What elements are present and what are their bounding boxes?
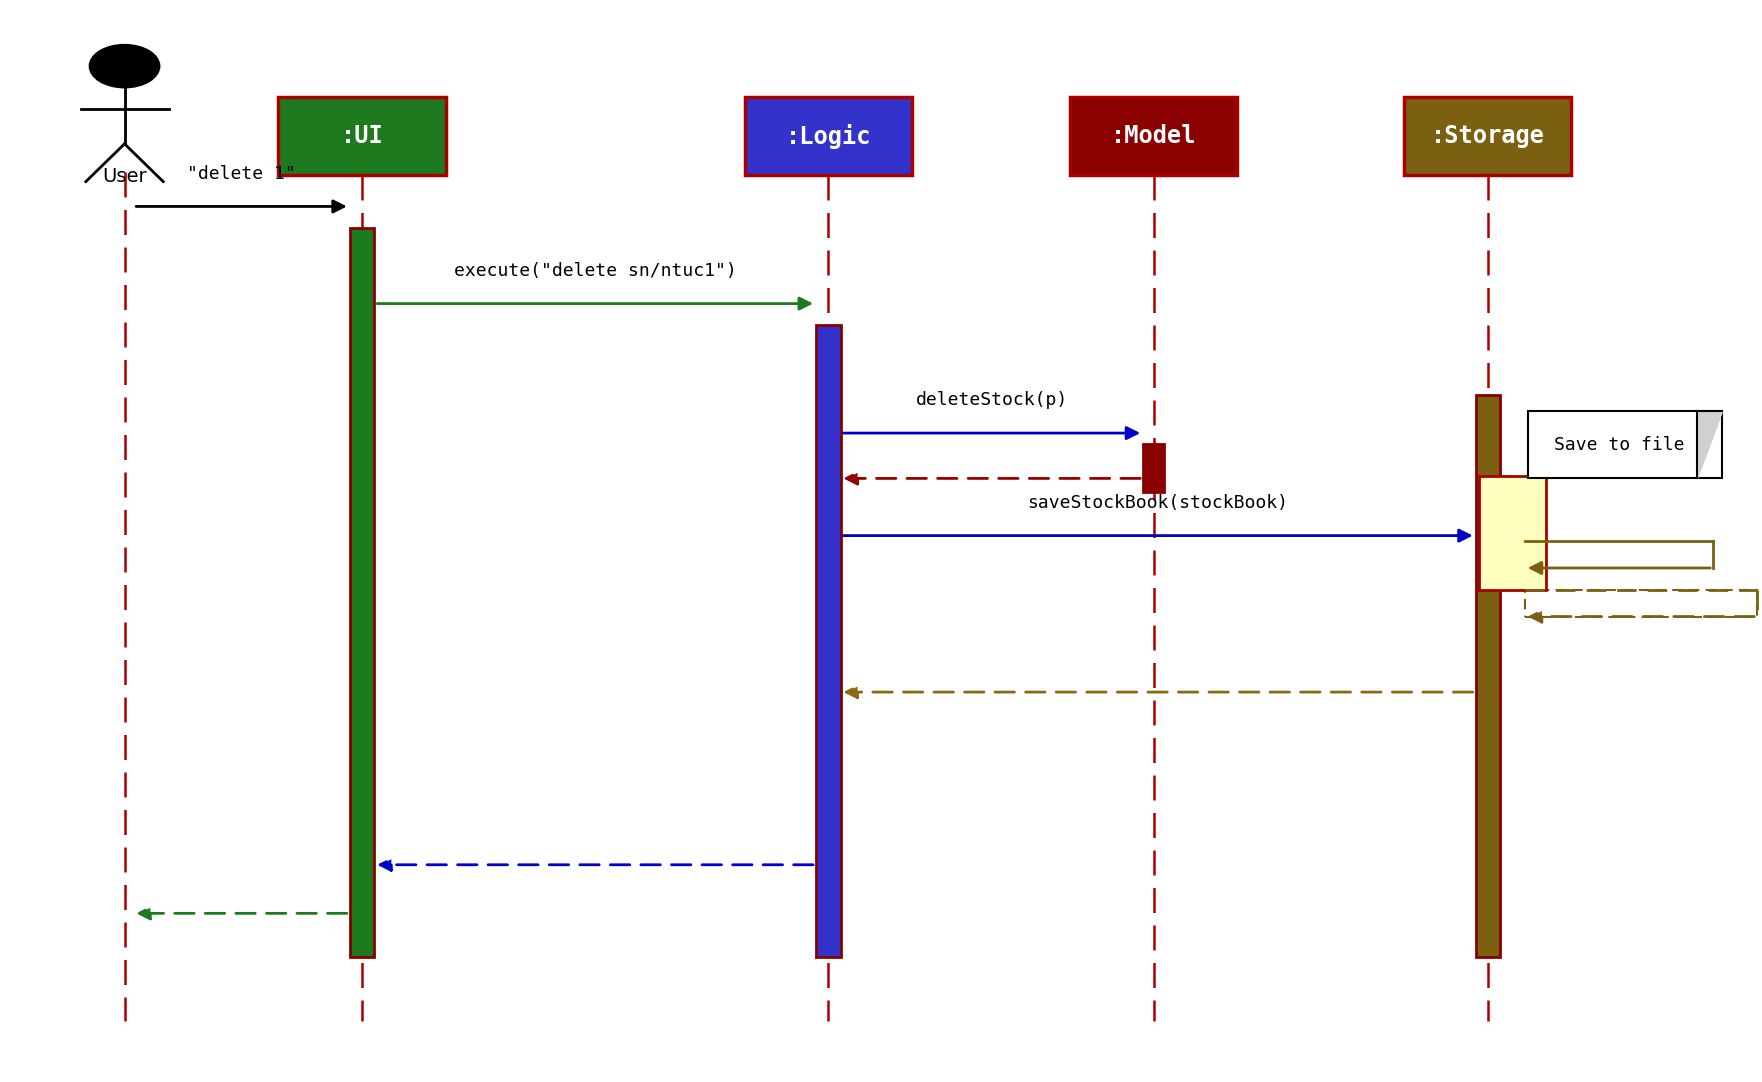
Text: User: User (102, 167, 146, 185)
Bar (816, 326, 840, 956)
Text: deleteStock(p): deleteStock(p) (916, 392, 1068, 409)
Text: :Logic: :Logic (786, 123, 870, 149)
Circle shape (90, 44, 160, 88)
Text: :UI: :UI (340, 124, 384, 148)
Text: :Model: :Model (1110, 124, 1196, 148)
Bar (745, 97, 911, 175)
Bar (1475, 395, 1499, 956)
Bar (1404, 97, 1572, 175)
Bar (1070, 97, 1237, 175)
Bar (1524, 590, 1757, 617)
Text: saveStockBook(stockBook): saveStockBook(stockBook) (1027, 493, 1288, 512)
Bar (1478, 476, 1545, 590)
Polygon shape (1697, 411, 1721, 478)
Text: :Storage: :Storage (1431, 124, 1545, 148)
Bar (278, 97, 446, 175)
Text: execute("delete sn/ntuc1"): execute("delete sn/ntuc1") (455, 262, 737, 280)
Text: "delete 1": "delete 1" (187, 164, 296, 183)
Bar (1528, 411, 1721, 478)
Bar (349, 228, 374, 956)
Text: Save to file: Save to file (1554, 436, 1684, 454)
Bar (1144, 444, 1165, 492)
